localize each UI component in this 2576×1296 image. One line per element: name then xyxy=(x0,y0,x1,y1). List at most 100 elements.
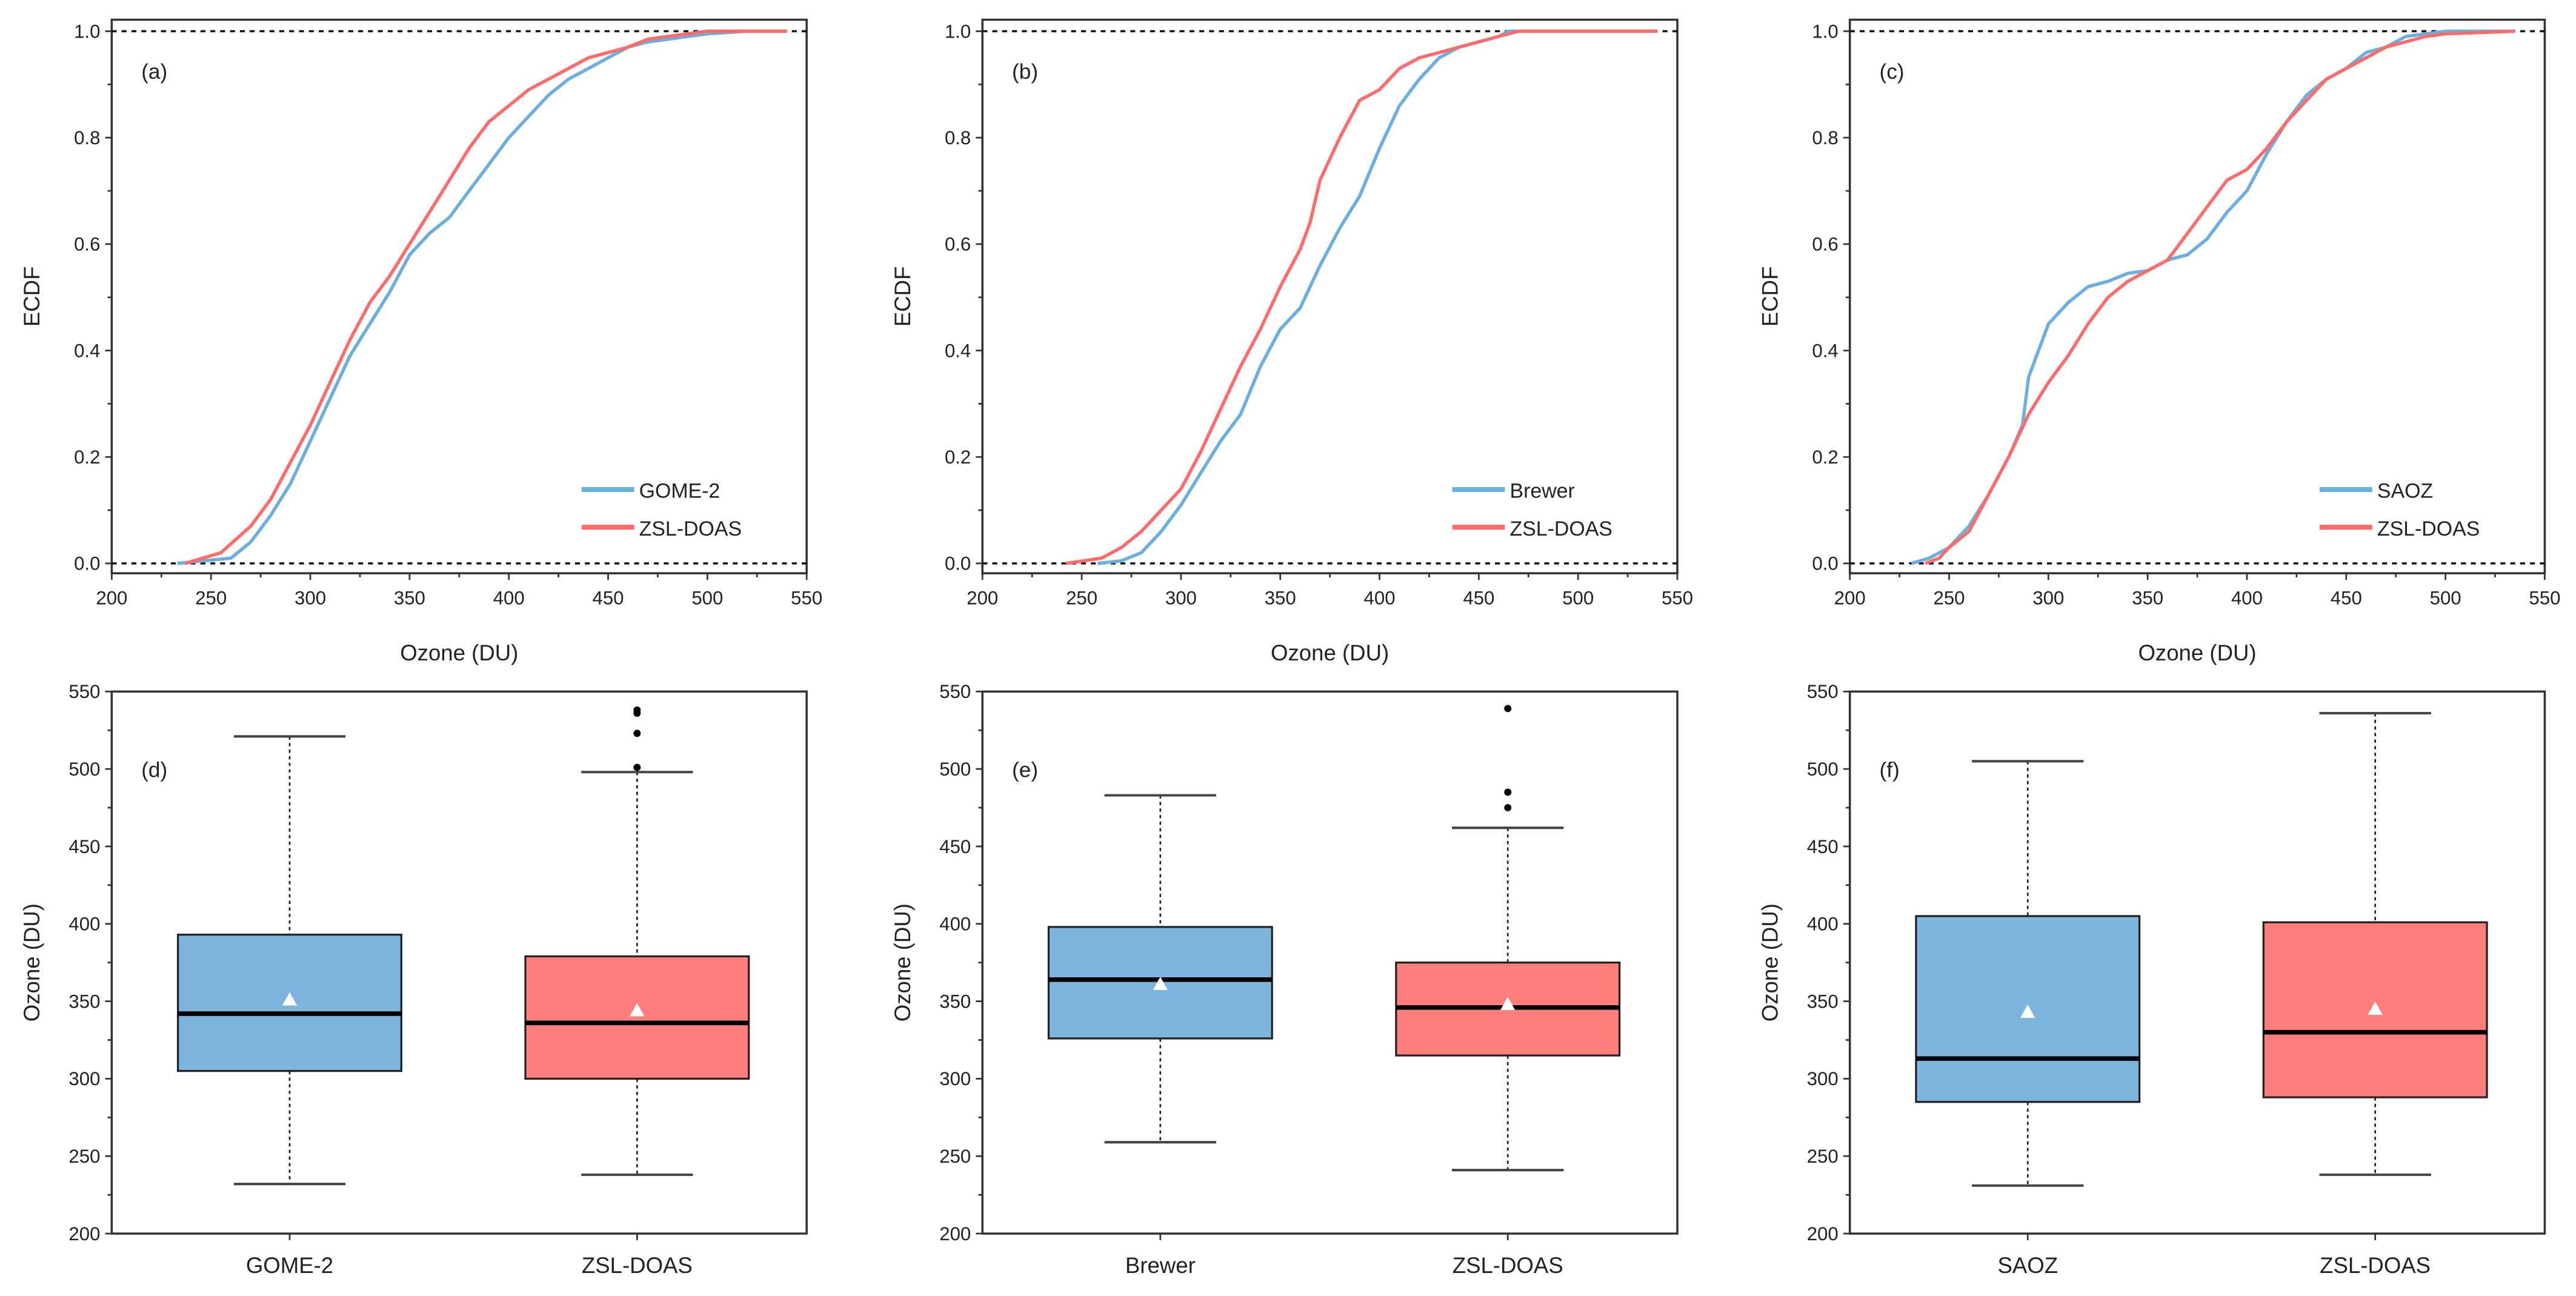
x-tick-label: 500 xyxy=(691,588,723,609)
x-tick-label: 200 xyxy=(967,588,998,609)
x-axis-title: Ozone (DU) xyxy=(400,640,518,665)
y-tick-label: 1.0 xyxy=(945,21,971,42)
x-tick-label: 300 xyxy=(2032,588,2064,609)
box-brewer xyxy=(1047,794,1273,1144)
panel-c: 200 250 300 350 400 450 500 550 0.0 0.2 0.4 0.6 0.8 1… xyxy=(1757,18,2560,665)
y-tick-label: 0.6 xyxy=(945,234,971,255)
panel-label: (d) xyxy=(141,758,167,782)
x-tick-label: 250 xyxy=(1066,588,1097,609)
series-line-zsl-doas xyxy=(184,29,787,565)
x-tick-label: 450 xyxy=(2331,588,2362,609)
box-zsl-doas xyxy=(2262,712,2488,1176)
panel-a: 200 250 300 350 400 450 500 550 0.0 0.2 0.4 0.6 0.8 1… xyxy=(19,18,822,665)
legend-label: SAOZ xyxy=(2377,479,2433,502)
x-tick-label: 200 xyxy=(1834,588,1866,609)
y-tick-label: 500 xyxy=(1807,759,1839,780)
y-tick-label: 200 xyxy=(1807,1223,1839,1244)
y-tick-label: 350 xyxy=(1807,991,1839,1012)
box-zsl-doas xyxy=(524,706,750,1176)
y-tick-label: 500 xyxy=(939,759,971,780)
x-tick-label: 400 xyxy=(2231,588,2263,609)
y-tick-label: 250 xyxy=(939,1146,971,1167)
x-tick-label: 400 xyxy=(493,588,525,609)
y-axis-title: Ozone (DU) xyxy=(19,903,44,1022)
y-tick-label: 300 xyxy=(939,1068,971,1089)
outlier-point xyxy=(633,706,641,714)
y-axis-title: Ozone (DU) xyxy=(1757,903,1782,1022)
y-tick-label: 0.2 xyxy=(74,447,100,468)
mean-marker xyxy=(282,992,298,1006)
y-tick-label: 0.6 xyxy=(1812,234,1838,255)
y-tick-label: 300 xyxy=(1807,1068,1839,1089)
y-tick-label: 0.0 xyxy=(74,553,100,574)
y-tick-label: 350 xyxy=(939,991,971,1012)
box-saoz xyxy=(1915,760,2141,1187)
x-axis-title: Ozone (DU) xyxy=(2138,640,2256,665)
outlier-point xyxy=(1504,788,1512,796)
y-tick-label: 0.8 xyxy=(1812,127,1838,148)
x-tick-label: 400 xyxy=(1364,588,1396,609)
y-tick-label: 250 xyxy=(1807,1146,1839,1167)
mean-marker xyxy=(1500,997,1516,1011)
x-tick-label: 350 xyxy=(394,588,425,609)
y-tick-label: 200 xyxy=(68,1223,100,1244)
x-tick-label: 550 xyxy=(791,588,822,609)
panel-label: (e) xyxy=(1012,758,1038,782)
outlier-point xyxy=(1504,804,1512,812)
y-tick-label: 550 xyxy=(939,681,971,702)
category-label: ZSL-DOAS xyxy=(582,1253,693,1278)
category-label: Brewer xyxy=(1125,1253,1196,1278)
y-tick-label: 0.4 xyxy=(1812,340,1838,361)
box-gome-2 xyxy=(177,735,402,1186)
category-label: GOME-2 xyxy=(246,1253,333,1278)
y-tick-label: 400 xyxy=(1807,914,1839,935)
x-tick-label: 500 xyxy=(1562,588,1594,609)
y-tick-label: 250 xyxy=(68,1146,100,1167)
y-tick-label: 350 xyxy=(68,991,100,1012)
y-tick-label: 1.0 xyxy=(74,21,100,42)
x-tick-label: 350 xyxy=(1265,588,1296,609)
panel-e: 200 250 300 350 400 450 500 550 Ozone (DU) (e) Bre… xyxy=(890,681,1679,1278)
mean-marker xyxy=(2020,1005,2035,1018)
panel-b: 200 250 300 350 400 450 500 550 0.0 0.2 0.4 0.6 0.8 1… xyxy=(890,18,1693,665)
x-tick-label: 450 xyxy=(593,588,624,609)
y-tick-label: 0.2 xyxy=(1812,447,1838,468)
panel-label: (f) xyxy=(1879,758,1899,782)
y-tick-label: 200 xyxy=(939,1223,971,1244)
y-axis-title: ECDF xyxy=(19,267,44,327)
legend-label: ZSL-DOAS xyxy=(1509,517,1612,540)
x-tick-label: 450 xyxy=(1463,588,1494,609)
panel-f: 200 250 300 350 400 450 500 550 Ozone (DU) (f) SAO… xyxy=(1757,681,2546,1278)
panel-label: (c) xyxy=(1879,60,1904,84)
panel-label: (a) xyxy=(141,60,167,84)
y-tick-label: 0.8 xyxy=(945,127,971,148)
mean-marker xyxy=(1153,977,1168,990)
legend-label: Brewer xyxy=(1509,479,1574,502)
x-tick-label: 300 xyxy=(295,588,326,609)
x-tick-label: 200 xyxy=(96,588,127,609)
series-line-zsl-doas xyxy=(1065,29,1658,565)
mean-marker xyxy=(2368,1002,2383,1015)
y-tick-label: 0.8 xyxy=(74,127,100,148)
y-tick-label: 0.0 xyxy=(1812,553,1838,574)
y-tick-label: 0.6 xyxy=(74,234,100,255)
y-tick-label: 1.0 xyxy=(1812,21,1838,42)
y-tick-label: 400 xyxy=(939,914,971,935)
y-tick-label: 450 xyxy=(68,836,100,857)
iqr-box xyxy=(524,955,750,1080)
y-axis-title: ECDF xyxy=(890,267,915,327)
y-tick-label: 0.0 xyxy=(945,553,971,574)
x-tick-label: 500 xyxy=(2430,588,2461,609)
plot-frame xyxy=(1848,18,2546,574)
series-line-zsl-doas xyxy=(1925,29,2515,565)
y-axis-title: Ozone (DU) xyxy=(890,903,915,1022)
y-tick-label: 500 xyxy=(68,759,100,780)
y-tick-label: 300 xyxy=(68,1068,100,1089)
legend-label: ZSL-DOAS xyxy=(639,517,742,540)
category-label: ZSL-DOAS xyxy=(1453,1253,1563,1278)
outlier-point xyxy=(633,763,641,771)
outlier-point xyxy=(633,729,641,737)
legend-label: ZSL-DOAS xyxy=(2377,517,2480,540)
x-tick-label: 300 xyxy=(1165,588,1197,609)
